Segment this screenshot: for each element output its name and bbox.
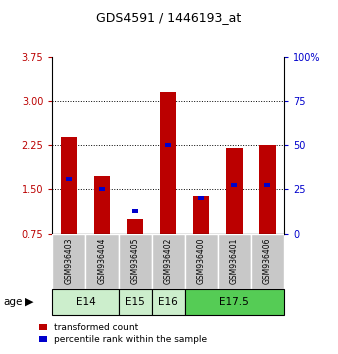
Text: GSM936401: GSM936401 [230,238,239,284]
Text: E16: E16 [158,297,178,307]
Text: E17.5: E17.5 [219,297,249,307]
Bar [52,289,119,315]
Bar [99,187,105,191]
Bar [119,289,152,315]
Bar [264,183,270,187]
Bar [61,137,77,234]
Text: GSM936405: GSM936405 [130,238,140,284]
Bar [193,196,210,234]
Bar [198,196,204,200]
Text: E14: E14 [76,297,95,307]
Bar [160,92,176,234]
FancyBboxPatch shape [119,234,152,289]
Text: GSM936402: GSM936402 [164,238,173,284]
Legend: transformed count, percentile rank within the sample: transformed count, percentile rank withi… [35,320,211,348]
Bar [152,289,185,315]
Bar [132,209,138,213]
Bar [231,183,237,187]
Bar [259,145,276,234]
FancyBboxPatch shape [185,234,218,289]
Text: GSM936406: GSM936406 [263,238,272,284]
Text: GSM936404: GSM936404 [97,238,106,284]
FancyBboxPatch shape [251,234,284,289]
Text: GSM936403: GSM936403 [65,238,73,284]
FancyBboxPatch shape [52,234,86,289]
Text: GDS4591 / 1446193_at: GDS4591 / 1446193_at [96,11,242,24]
Text: ▶: ▶ [25,297,33,307]
Bar [226,148,243,234]
Text: E15: E15 [125,297,145,307]
Text: age: age [3,297,23,307]
Bar [165,143,171,147]
Bar [185,289,284,315]
Bar [94,176,110,234]
Bar [127,219,143,234]
Text: GSM936400: GSM936400 [197,238,206,284]
FancyBboxPatch shape [152,234,185,289]
Bar [66,177,72,181]
FancyBboxPatch shape [218,234,251,289]
FancyBboxPatch shape [86,234,119,289]
